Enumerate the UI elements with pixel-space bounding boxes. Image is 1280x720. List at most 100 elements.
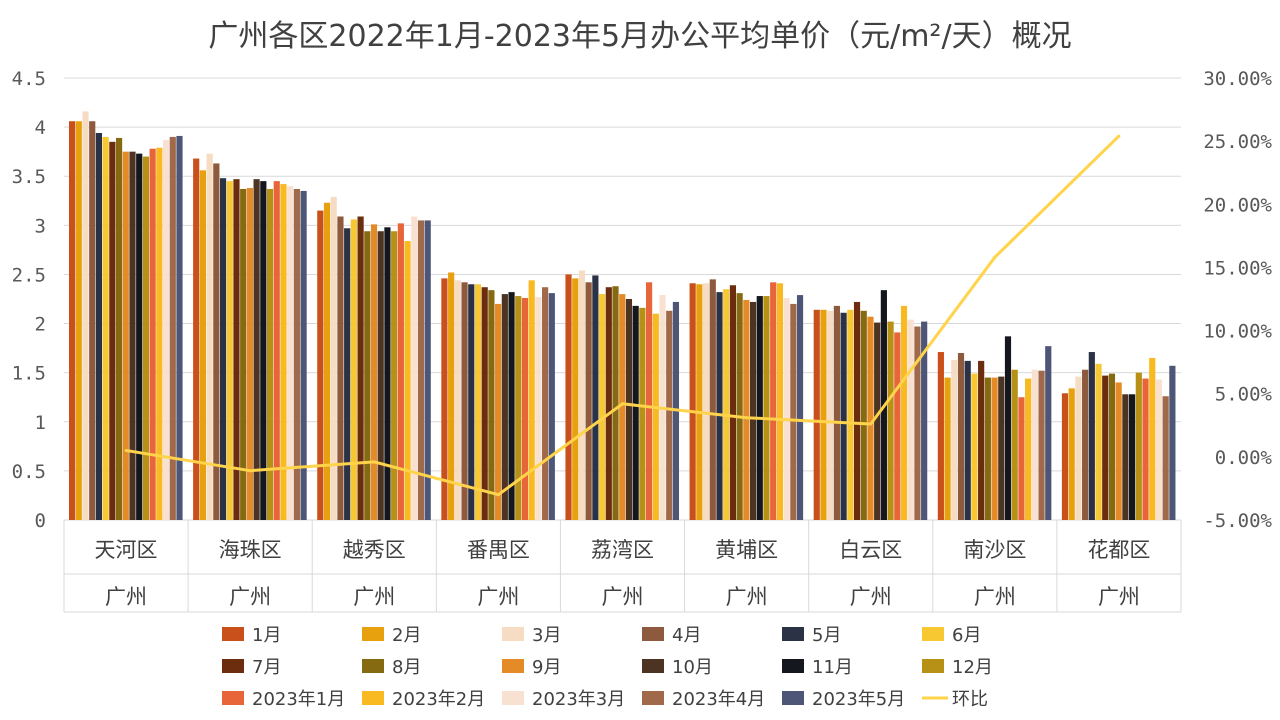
bar <box>776 283 783 520</box>
bar <box>696 284 703 520</box>
bar <box>115 137 123 521</box>
bar <box>907 319 914 520</box>
bar <box>599 294 606 520</box>
bar <box>501 294 508 520</box>
bar <box>246 188 253 520</box>
legend-label: 2023年5月 <box>812 689 905 710</box>
bar <box>709 279 716 520</box>
bar <box>1045 346 1052 520</box>
bar <box>813 309 820 520</box>
x-group-label: 广州 <box>1098 585 1140 609</box>
bar <box>424 220 431 521</box>
bar <box>1095 363 1102 520</box>
bar <box>743 299 750 520</box>
bar <box>1129 394 1136 520</box>
bar <box>199 170 206 520</box>
bar <box>495 303 502 520</box>
bar <box>578 270 586 520</box>
ratio-point <box>869 422 873 426</box>
legend-swatch <box>782 691 804 705</box>
bar <box>652 313 659 520</box>
legend-swatch <box>362 659 384 673</box>
legend-label: 10月 <box>672 657 713 678</box>
bar <box>454 280 461 520</box>
legend-label: 2023年2月 <box>392 689 485 710</box>
legend-swatch <box>922 627 944 641</box>
bar <box>82 111 89 521</box>
bar <box>957 353 965 520</box>
bar <box>474 284 482 520</box>
legend-label: 8月 <box>392 657 421 678</box>
bar <box>1108 373 1116 520</box>
bar <box>69 121 76 520</box>
bar <box>1115 382 1122 520</box>
x-category-label: 黄埔区 <box>715 538 778 562</box>
ratio-point <box>248 469 252 473</box>
bar <box>1004 336 1012 520</box>
y2-tick-label: 20.00% <box>1203 194 1272 216</box>
bar <box>95 133 103 520</box>
bar <box>645 282 653 520</box>
bar <box>344 228 351 520</box>
ratio-point <box>372 460 376 464</box>
bar <box>625 299 633 520</box>
bar <box>129 151 136 521</box>
bar <box>266 188 274 521</box>
x-category-label: 白云区 <box>839 538 902 562</box>
x-category-label: 天河区 <box>95 538 158 562</box>
x-group-label: 广州 <box>850 585 892 609</box>
y-tick-label: 0 <box>35 510 46 532</box>
bar <box>1061 393 1069 520</box>
bar <box>193 158 200 521</box>
bar <box>240 188 247 521</box>
x-category-label: 越秀区 <box>343 538 406 562</box>
bar <box>770 282 777 520</box>
bar <box>840 312 847 520</box>
bar <box>317 210 324 520</box>
bar <box>330 196 337 520</box>
bar <box>716 292 723 520</box>
ratio-point <box>124 449 128 452</box>
y-tick-label: 4.5 <box>12 68 46 90</box>
bar <box>300 190 307 520</box>
ratio-point <box>621 402 624 406</box>
bar <box>729 285 737 520</box>
bar <box>998 376 1005 520</box>
x-group-label: 广州 <box>726 585 768 609</box>
legend-label: 2023年1月 <box>252 689 345 710</box>
legend-label: 环比 <box>952 689 988 710</box>
y2-tick-label: 25.00% <box>1203 131 1272 153</box>
bar <box>1025 378 1032 520</box>
bar <box>528 280 535 520</box>
bar <box>1031 369 1038 520</box>
x-group-label: 广州 <box>353 585 395 609</box>
legend-label: 3月 <box>532 625 561 646</box>
bar <box>1142 378 1149 520</box>
bar <box>1135 372 1142 520</box>
bar <box>287 186 294 521</box>
bar <box>565 274 572 520</box>
y-axis-left: 0 0.5 1 1.5 2 2.5 3 3.5 4 4.5 <box>12 68 46 532</box>
y-tick-label: 4 <box>35 117 46 139</box>
x-group-label: 广州 <box>602 585 644 609</box>
legend-swatch <box>362 691 384 705</box>
bar <box>337 216 344 521</box>
legend-label: 5月 <box>812 625 841 646</box>
bar <box>1155 379 1163 520</box>
legend-swatch <box>642 691 664 705</box>
x-category-label: 南沙区 <box>963 538 1026 562</box>
bar <box>260 181 267 520</box>
ratio-point <box>496 493 500 497</box>
bar <box>169 136 176 520</box>
bar <box>723 289 730 520</box>
ratio-point <box>993 255 997 259</box>
bar <box>364 231 371 521</box>
legend-label: 11月 <box>812 657 853 678</box>
bar <box>219 178 227 520</box>
legend-swatch <box>502 627 524 641</box>
bar <box>397 223 404 520</box>
bar <box>1011 369 1018 520</box>
ratio-point <box>745 416 749 420</box>
x-category-label: 海珠区 <box>219 538 282 562</box>
ratio-point <box>1117 134 1121 138</box>
